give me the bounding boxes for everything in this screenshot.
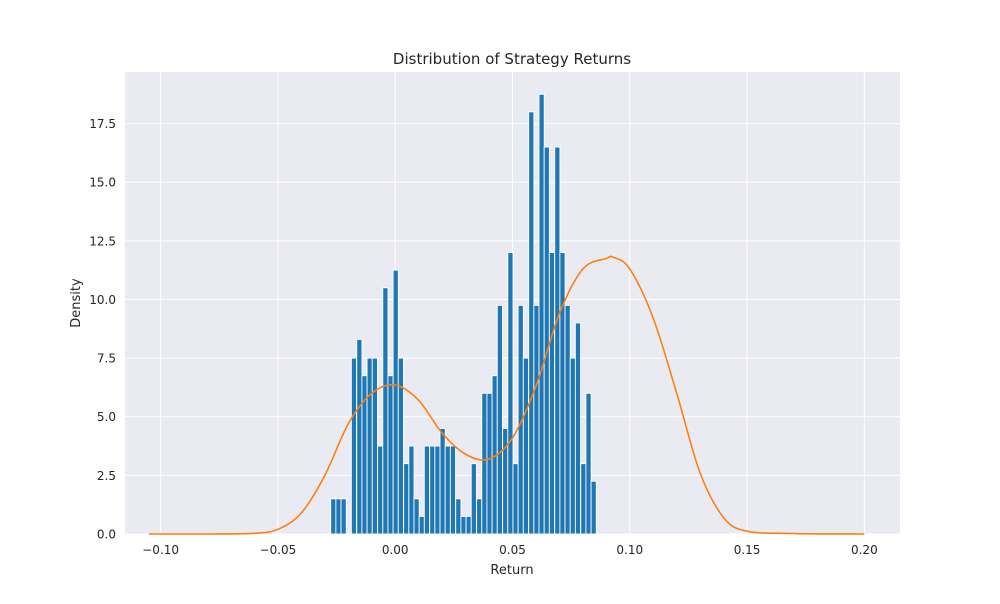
kde-curve: [148, 255, 865, 535]
histogram-bar: [543, 146, 550, 535]
y-tick-label: 5.0: [97, 410, 116, 424]
histogram-bar: [569, 357, 576, 535]
histogram-bar: [434, 445, 441, 535]
histogram-bar: [559, 252, 566, 535]
histogram-bar: [496, 304, 503, 535]
x-tick-label: 0.00: [382, 543, 409, 557]
y-tick-label: 10.0: [89, 293, 116, 307]
histogram-bar: [382, 287, 389, 535]
y-axis-label: Density: [69, 278, 84, 328]
histogram-bar: [413, 498, 420, 535]
kde-curve-layer: [148, 255, 865, 535]
histogram-bar: [340, 498, 347, 535]
histogram-bar: [574, 322, 582, 535]
histogram-bar: [429, 445, 436, 535]
histogram-bar: [418, 515, 425, 535]
histogram-bar: [507, 252, 514, 535]
histogram-bar: [486, 392, 493, 535]
histogram-bar: [449, 445, 456, 535]
histogram-bar: [439, 428, 446, 535]
y-tick-label: 2.5: [97, 469, 116, 483]
histogram-bar: [533, 304, 540, 535]
histogram-bar: [564, 304, 571, 535]
histogram-bar: [403, 463, 410, 535]
histogram-bar: [554, 146, 561, 535]
histogram-bar: [377, 445, 384, 535]
y-tick-label: 15.0: [89, 176, 116, 190]
histogram-bar: [548, 252, 555, 535]
histogram-bars: [330, 93, 597, 535]
x-tick-label: 0.20: [851, 543, 878, 557]
y-tick-label: 0.0: [97, 528, 116, 542]
histogram-bar: [465, 515, 472, 535]
y-axis-ticks: 0.0 2.5 5.0 7.5 10.0 12.5 15.0 17.5: [89, 117, 116, 541]
x-tick-label: 0.10: [616, 543, 643, 557]
histogram-bar: [522, 357, 529, 535]
histogram-bar: [356, 338, 363, 535]
x-axis-ticks: −0.10 −0.05 0.00 0.05 0.10 0.15 0.20: [142, 543, 877, 557]
x-tick-label: 0.05: [499, 543, 526, 557]
y-tick-label: 17.5: [89, 117, 116, 131]
y-tick-label: 7.5: [97, 352, 116, 366]
y-tick-label: 12.5: [89, 234, 116, 248]
histogram-bar: [408, 445, 415, 535]
histogram-bar: [528, 111, 535, 535]
x-tick-label: −0.10: [142, 543, 179, 557]
histogram-bar: [444, 445, 451, 535]
histogram-bar: [590, 480, 597, 535]
x-tick-label: 0.15: [734, 543, 761, 557]
histogram-bar: [397, 357, 404, 535]
x-tick-label: −0.05: [260, 543, 297, 557]
histogram-bar: [512, 463, 519, 535]
histogram-bar: [392, 269, 399, 535]
histogram-bar: [538, 93, 545, 535]
chart-title: Distribution of Strategy Returns: [393, 50, 631, 68]
histogram-bar: [476, 498, 483, 535]
histogram-bar: [387, 375, 394, 535]
histogram-bar: [470, 463, 477, 535]
histogram-bar: [335, 498, 342, 535]
histogram-bar: [481, 392, 488, 535]
histogram-bar: [580, 463, 587, 535]
histogram-bar: [423, 445, 430, 535]
x-axis-label: Return: [490, 563, 533, 578]
histogram-bar: [455, 498, 462, 535]
histogram-bar: [585, 392, 592, 535]
histogram-bar: [350, 357, 358, 535]
histogram-bar: [460, 515, 467, 535]
histogram-bar: [371, 357, 378, 535]
histogram-bar: [366, 357, 373, 535]
histogram-bar: [330, 498, 337, 535]
